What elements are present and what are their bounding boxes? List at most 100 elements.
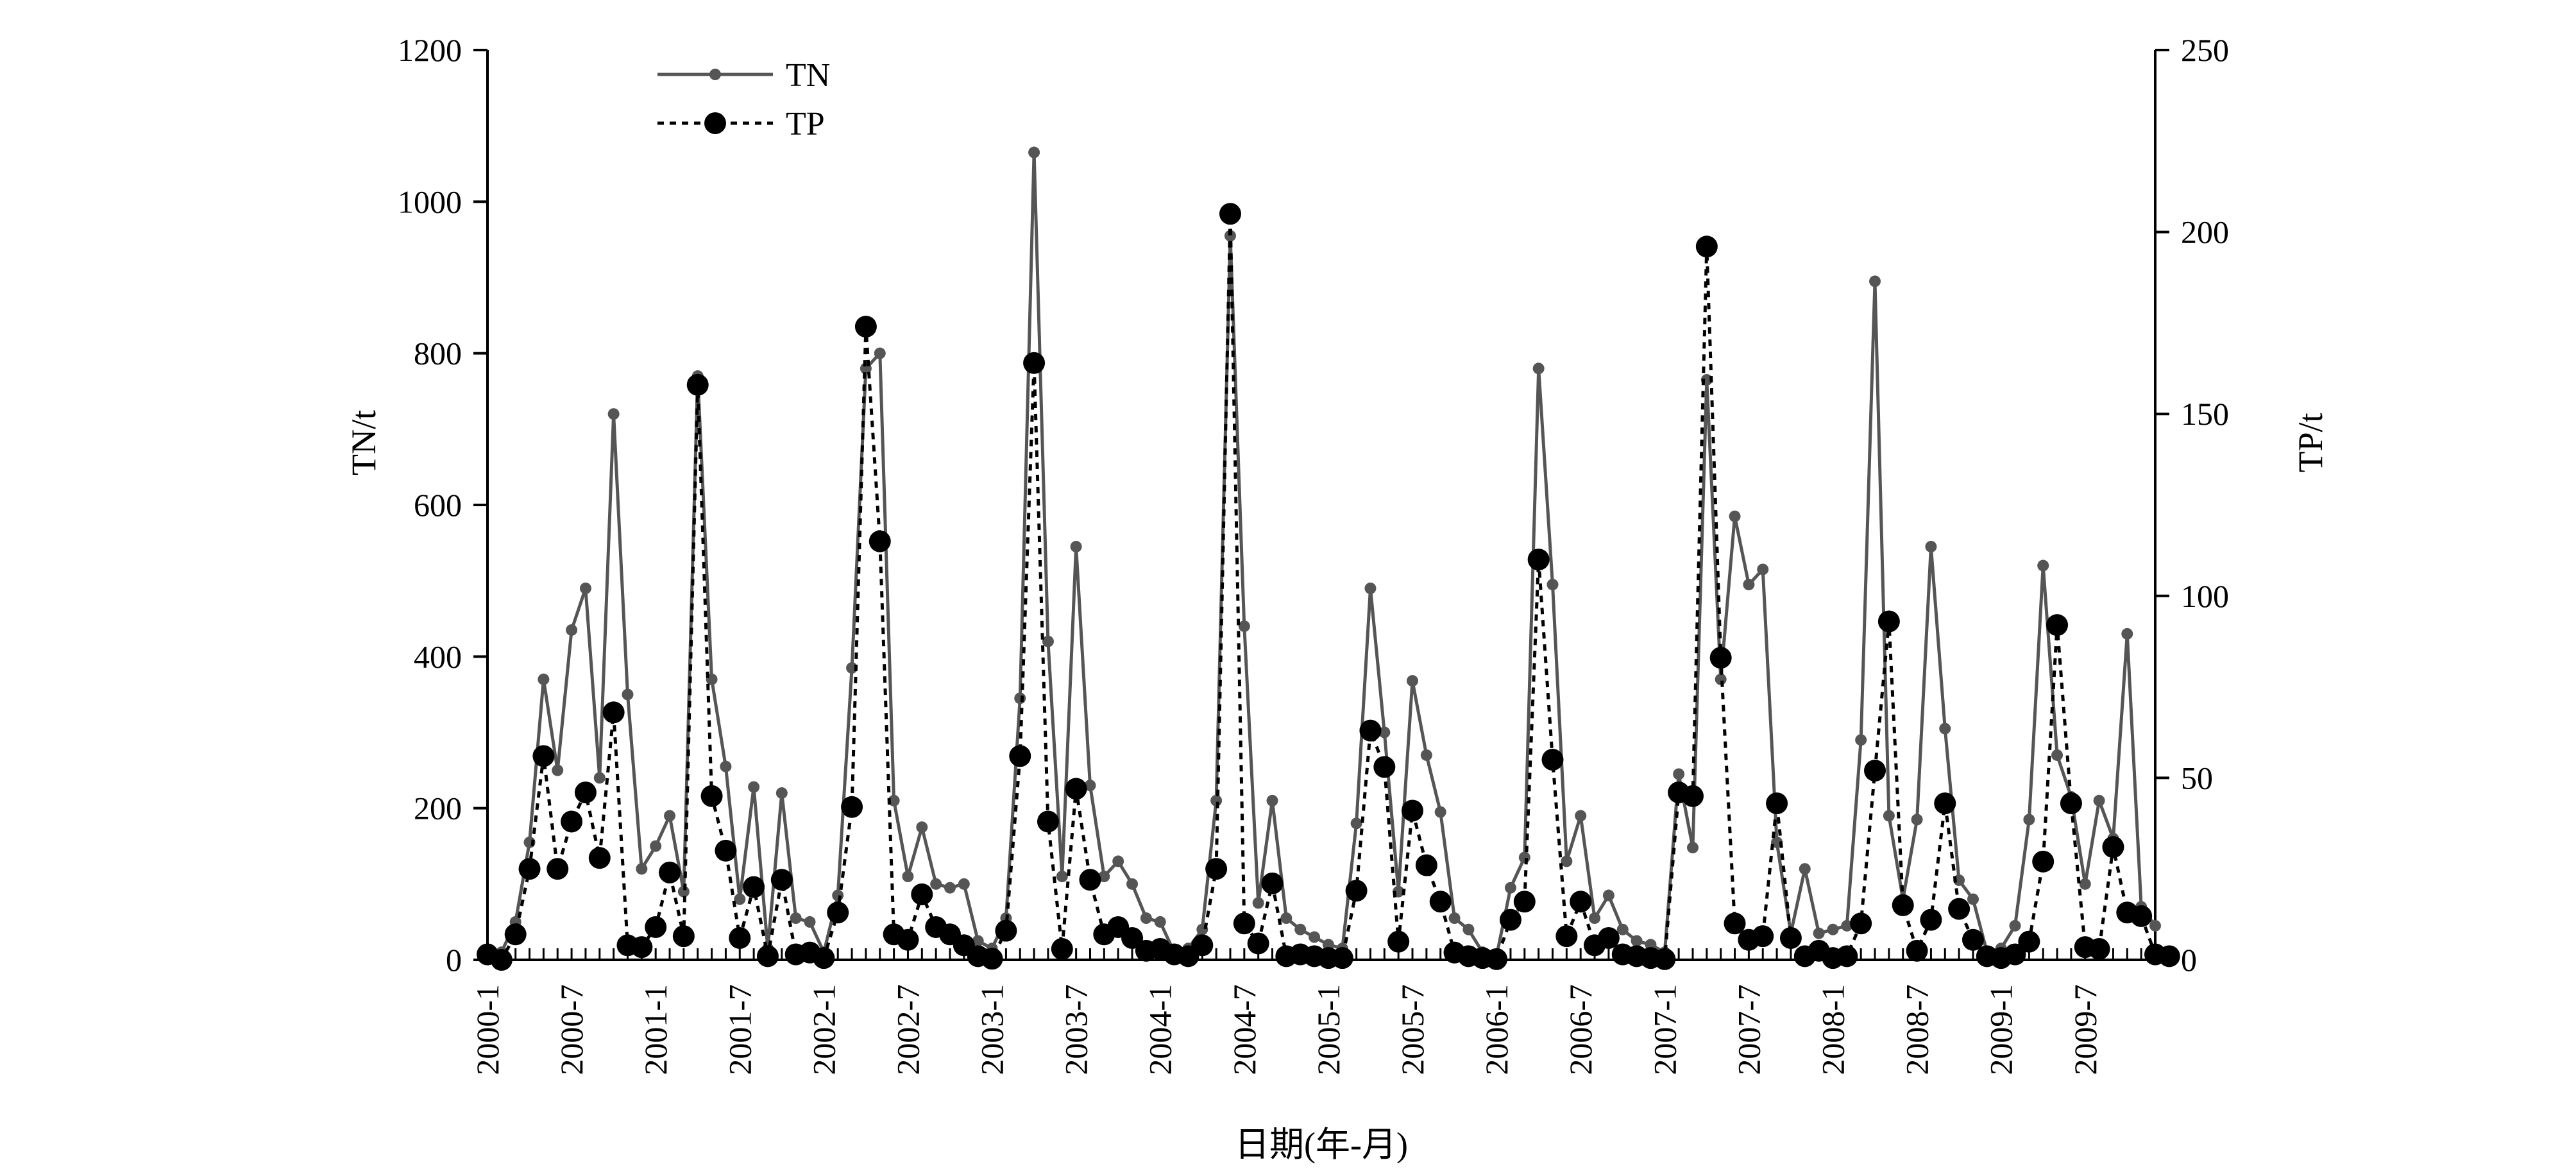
point-tp [897,928,919,951]
x-tick-label: 2006-7 [1563,984,1598,1075]
point-tn [1546,579,1559,591]
point-tp [1359,719,1382,742]
point-tn [664,810,676,822]
point-tp [1191,934,1214,957]
point-tn [902,871,914,883]
y-axis-title-left: TN/t [344,410,383,475]
point-tp [2088,937,2110,960]
point-tn [1561,855,1573,867]
left-y-ticks: 0 200 400 600 800 1000 1200 [398,32,487,978]
x-tick-label: 2000-7 [554,984,589,1075]
point-tp [1037,810,1059,833]
point-tp [1654,948,1676,970]
left-y-tick-label: 0 [446,942,462,978]
point-tn [2023,814,2035,826]
point-tn [916,821,928,833]
point-tn [1841,919,1853,932]
point-tn [832,889,844,901]
point-tp [645,916,667,938]
point-tp [995,919,1017,942]
point-tn [593,772,606,784]
point-tp [1219,203,1241,225]
point-tp [1681,785,1704,807]
point-tn [1126,878,1139,890]
point-tn [2093,794,2105,806]
point-tn [1434,806,1446,818]
point-tp [1051,937,1073,960]
point-tp [574,781,597,804]
point-tp [1331,947,1353,969]
x-tick-label: 2003-1 [974,984,1010,1075]
x-tick-label: 2003-7 [1058,984,1094,1075]
x-tick-label: 2000-1 [470,984,505,1075]
point-tp [659,861,681,883]
point-tn [579,582,591,594]
point-tp [1920,909,1942,931]
x-tick-label: 2007-1 [1647,984,1682,1075]
x-tick-label: 2009-1 [1983,984,2019,1075]
point-tp [2032,850,2055,873]
point-tn [1925,540,1937,552]
point-tp [854,316,877,338]
point-tp [2046,614,2069,636]
x-tick-label: 2002-1 [806,984,842,1075]
point-tp [981,948,1003,970]
point-tp [547,858,569,880]
point-tp [2158,945,2180,968]
point-tn [1911,814,1923,826]
point-tn [650,840,662,852]
point-tn [1575,810,1587,822]
point-tn [888,794,900,806]
point-tn [1799,863,1811,875]
point-tp [911,883,933,905]
point-tn [1280,912,1292,925]
point-tp [756,945,779,968]
point-tn [552,764,564,776]
point-tp [1877,610,1900,633]
point-tn [1309,931,1321,943]
point-tp [602,701,625,724]
point-tn [677,885,690,898]
point-tn [1252,897,1264,909]
point-tp [1836,945,1858,968]
point-tp [1541,749,1564,771]
point-tn [1420,749,1432,761]
point-tn [1631,935,1643,947]
point-tp [1023,352,1046,374]
x-tick-label: 2001-1 [638,984,674,1075]
point-tn [566,624,578,636]
plot-area [486,50,2157,961]
point-tp [869,530,891,552]
x-tick-label: 2005-1 [1310,984,1346,1075]
right-y-tick-label: 50 [2181,760,2213,796]
point-tn [1827,923,1839,935]
x-tick-label: 2002-7 [890,984,926,1075]
point-tp [1527,549,1550,571]
left-y-tick-label: 400 [414,638,462,674]
point-tp [1513,891,1536,913]
point-tn [1757,563,1769,576]
point-tp [1429,891,1452,913]
point-tn [1616,923,1629,935]
point-tp [1233,912,1255,935]
point-tn [1729,510,1741,522]
left-y-tick-label: 1000 [398,183,462,219]
point-tn [958,878,970,890]
point-tp [588,847,611,869]
point-tn [1686,842,1699,854]
point-tn [1014,692,1026,704]
point-tp [1864,760,1886,782]
point-tp [504,923,527,946]
series-line-tp [487,214,2170,962]
legend-tp-marker [704,112,726,134]
point-tn [1084,780,1096,792]
point-tn [1589,912,1601,925]
point-tn [1294,923,1307,935]
legend-tn-marker [709,69,721,80]
left-y-tick-label: 800 [414,336,462,371]
point-tn [1813,927,1825,939]
point-tn [1518,851,1530,864]
point-tn [1238,620,1250,633]
point-tp [743,876,765,898]
series-tp [477,203,2180,971]
